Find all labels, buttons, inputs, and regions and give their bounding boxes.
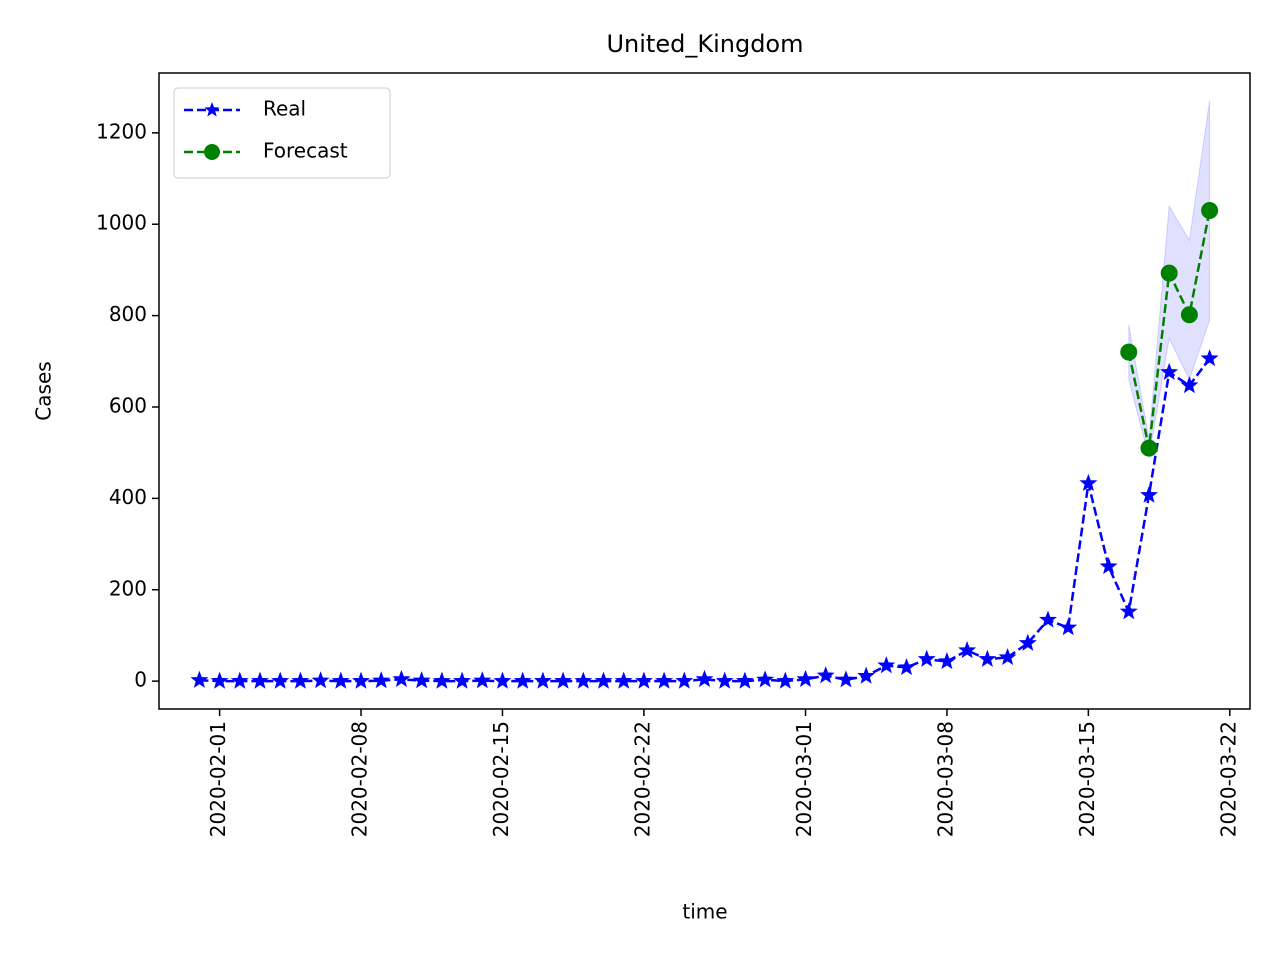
x-tick-label: 2020-02-01 [206, 721, 230, 837]
y-tick-label: 0 [134, 668, 147, 692]
marker [655, 671, 674, 689]
marker [958, 641, 977, 659]
marker [1160, 264, 1178, 282]
marker [776, 671, 795, 689]
y-tick-label: 600 [109, 393, 147, 417]
marker [432, 671, 451, 689]
marker [1200, 349, 1219, 367]
marker [1180, 306, 1198, 324]
marker [554, 671, 573, 689]
marker [937, 652, 956, 670]
marker [857, 666, 876, 684]
y-tick-label: 1000 [96, 211, 147, 235]
marker [1039, 610, 1057, 628]
y-tick-label: 800 [109, 302, 147, 326]
marker [1119, 602, 1138, 620]
marker [291, 671, 310, 689]
legend-label: Real [263, 97, 306, 121]
marker [816, 666, 835, 684]
marker [453, 671, 472, 689]
series-line [199, 357, 1211, 683]
marker [877, 656, 896, 674]
x-tick-label: 2020-03-15 [1075, 721, 1099, 837]
marker [210, 671, 229, 689]
marker [1140, 439, 1158, 457]
marker [230, 671, 249, 689]
marker [897, 657, 916, 676]
y-tick-label: 1200 [96, 119, 147, 143]
y-axis-label: Cases [32, 361, 56, 420]
x-axis-label: time [682, 900, 727, 924]
marker [392, 669, 411, 687]
x-tick-label: 2020-03-22 [1216, 721, 1240, 837]
marker [513, 671, 532, 689]
legend-marker [204, 144, 220, 160]
marker [1201, 202, 1219, 220]
marker [1160, 362, 1179, 380]
x-tick-label: 2020-03-08 [933, 721, 957, 837]
legend-label: Forecast [263, 139, 348, 163]
marker [271, 671, 290, 689]
marker [695, 669, 714, 687]
marker [998, 647, 1017, 665]
marker [614, 671, 633, 689]
marker [1079, 473, 1098, 491]
marker [735, 671, 754, 689]
marker [372, 671, 391, 689]
marker [1120, 343, 1138, 361]
x-tick-label: 2020-02-22 [630, 721, 654, 837]
marker [352, 671, 370, 689]
marker [594, 671, 613, 689]
y-tick-label: 200 [109, 576, 147, 600]
marker [917, 649, 936, 667]
marker [1018, 633, 1037, 651]
marker [715, 671, 734, 689]
x-tick-label: 2020-02-15 [489, 721, 513, 837]
marker [634, 671, 653, 689]
marker [251, 671, 269, 689]
marker [331, 671, 350, 689]
y-tick-label: 400 [109, 485, 147, 509]
marker [1059, 618, 1078, 636]
marker [978, 649, 997, 667]
marker [1180, 376, 1199, 394]
marker [533, 671, 552, 689]
marker [1099, 556, 1118, 575]
marker [473, 671, 492, 689]
marker [190, 670, 209, 688]
marker [836, 670, 855, 688]
marker [574, 671, 593, 689]
marker [1140, 485, 1158, 503]
plot-frame [158, 72, 1251, 710]
marker [675, 671, 694, 689]
legend-marker [204, 102, 220, 117]
marker [796, 669, 815, 687]
marker [412, 671, 431, 689]
x-tick-label: 2020-03-01 [792, 721, 816, 837]
x-tick-label: 2020-02-08 [348, 721, 372, 837]
marker [756, 670, 775, 688]
chart-title: United_Kingdom [606, 30, 803, 58]
marker [311, 671, 330, 689]
marker [493, 671, 512, 689]
